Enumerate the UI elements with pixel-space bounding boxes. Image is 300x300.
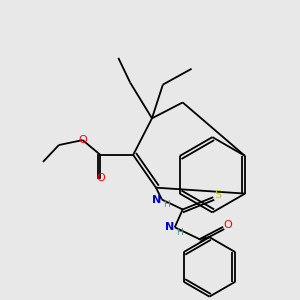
Text: O: O <box>96 173 105 183</box>
Text: S: S <box>214 190 221 200</box>
Text: O: O <box>223 220 232 230</box>
Text: O: O <box>78 135 87 145</box>
Text: H: H <box>164 200 170 209</box>
Text: H: H <box>176 228 183 237</box>
Text: N: N <box>164 222 174 232</box>
Text: N: N <box>152 194 161 205</box>
